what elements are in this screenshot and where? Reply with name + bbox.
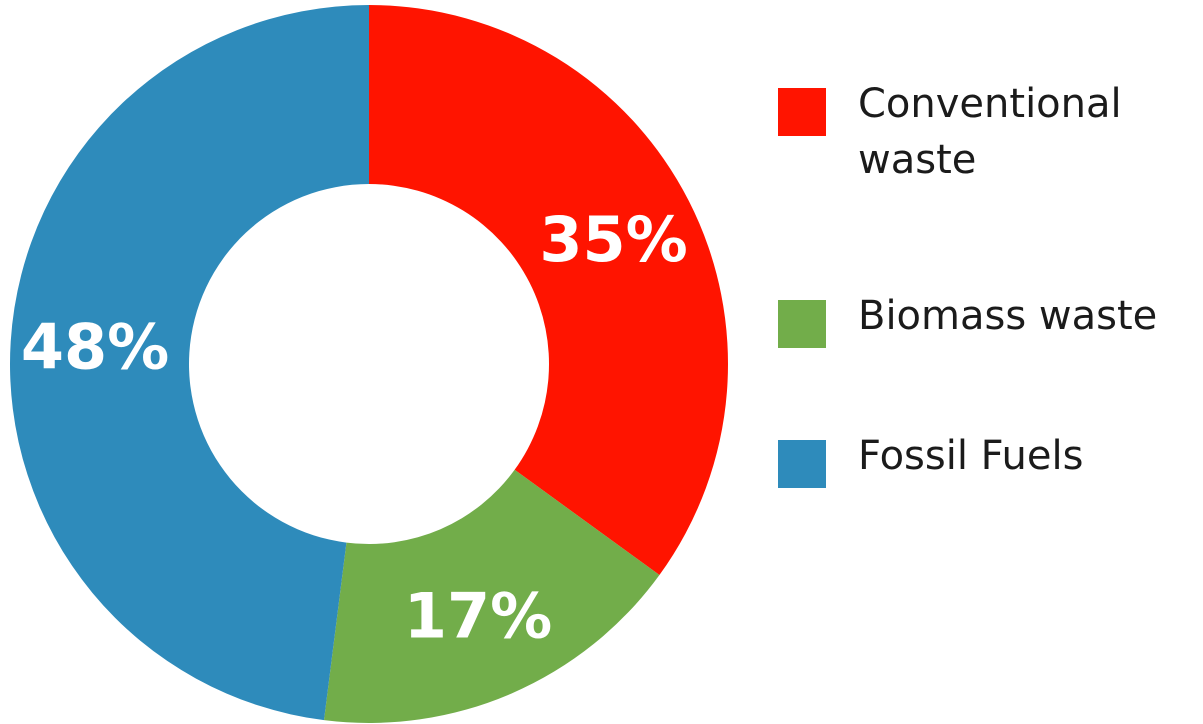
slice-labels-group: 35% 17% 48% xyxy=(21,203,688,653)
slice-conventional-waste xyxy=(369,5,728,576)
legend-label-conventional-waste: Conventional waste xyxy=(858,81,1122,183)
slice-value-label-biomass-waste: 17% xyxy=(404,579,552,652)
slice-value-label-conventional-waste: 35% xyxy=(539,203,687,276)
legend-label-fossil-fuels: Fossil Fuels xyxy=(858,433,1084,479)
donut-chart-svg: 35% 17% 48% xyxy=(9,5,728,723)
legend-swatch-conventional-waste xyxy=(778,88,826,136)
slice-value-label-fossil-fuels: 48% xyxy=(21,310,169,383)
slice-biomass-waste xyxy=(324,469,660,723)
legend-label-biomass-waste: Biomass waste xyxy=(858,293,1158,339)
slices-group xyxy=(9,5,728,723)
slice-fossil-fuels xyxy=(9,5,369,721)
legend-swatch-fossil-fuels xyxy=(778,440,826,488)
legend-swatch-biomass-waste xyxy=(778,300,826,348)
